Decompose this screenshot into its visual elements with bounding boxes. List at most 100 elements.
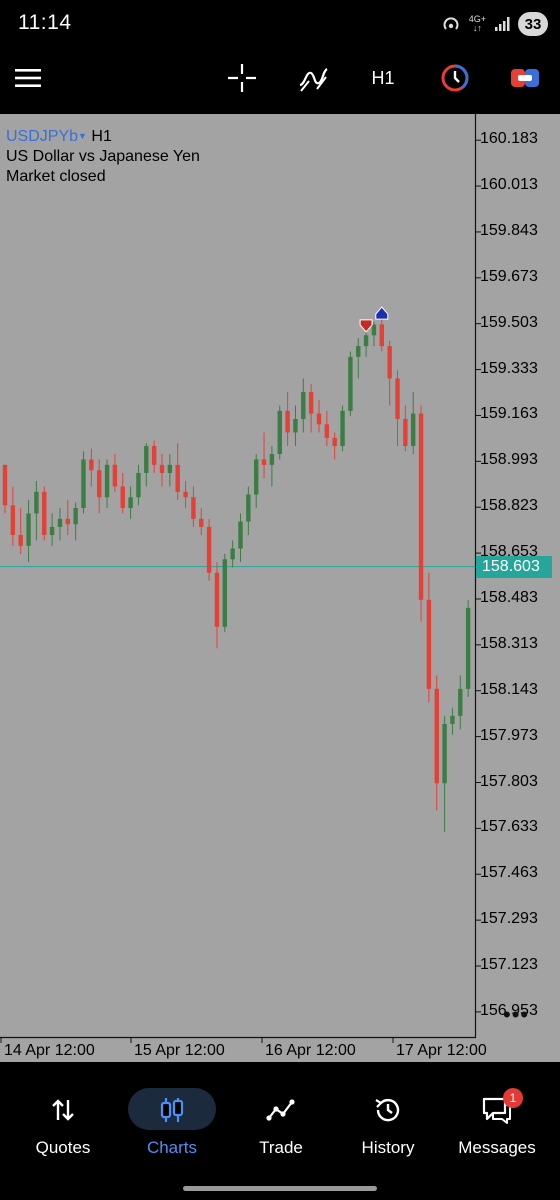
price-label: 159.843 (480, 221, 538, 239)
trade-markers-layer (359, 306, 389, 333)
candle-bull (293, 418, 298, 433)
chart-canvas[interactable] (0, 114, 560, 1062)
candle-bull (49, 526, 55, 536)
price-chart[interactable]: USDJPYb▼ H1 US Dollar vs Japanese Yen Ma… (0, 114, 560, 1062)
candle-bear (10, 505, 16, 536)
candle-bear (65, 518, 70, 525)
candle-bear (199, 518, 204, 527)
time-label: 15 Apr 12:00 (134, 1042, 225, 1059)
candle (301, 378, 306, 433)
candle (403, 405, 408, 452)
candle (434, 675, 439, 811)
candle-bear (418, 413, 424, 600)
more-options-icon[interactable]: ••• (503, 1002, 530, 1027)
candle-bear (316, 413, 322, 425)
candle (356, 338, 361, 379)
candle-bear (120, 486, 125, 509)
timeframe-label: H1 (371, 67, 395, 88)
candle-bear (2, 464, 8, 506)
candle-bear (175, 464, 180, 492)
candle (379, 319, 384, 352)
nav-history[interactable]: History (332, 1062, 444, 1172)
candle (340, 405, 345, 452)
candle (261, 432, 267, 479)
candle (465, 599, 471, 697)
data-arrows-icon: ↓↑ (472, 23, 482, 33)
candle (222, 553, 227, 633)
clock-icon (441, 64, 469, 92)
candle-bull (238, 521, 243, 549)
price-label: 157.463 (480, 864, 538, 882)
candle-bull (269, 454, 275, 465)
candle (348, 351, 353, 417)
candle (332, 432, 337, 460)
clock-button[interactable] (436, 58, 474, 98)
candle (308, 383, 314, 433)
menu-icon (15, 69, 41, 87)
chart-toolbar: H1 (0, 48, 560, 114)
candle-bull (104, 464, 110, 498)
nav-quotes[interactable]: Quotes (7, 1062, 119, 1172)
candle (104, 459, 110, 509)
candle (387, 340, 392, 406)
candle-bull (144, 445, 149, 473)
candle-bear (387, 346, 392, 379)
candle (293, 405, 298, 446)
symbol-dropdown-icon[interactable]: ▼ (78, 131, 87, 141)
candle-bull (442, 723, 447, 784)
candle-bull (34, 491, 39, 514)
menu-button[interactable] (10, 58, 46, 98)
candle-bear (426, 599, 432, 689)
candle-bear (206, 526, 212, 573)
candle-bear (112, 464, 118, 487)
candle-bull (458, 688, 463, 716)
candle-bear (89, 459, 94, 471)
bottom-navigation: Quotes Charts Trade (0, 1062, 560, 1200)
time-label: 16 Apr 12:00 (265, 1042, 356, 1059)
candle (89, 448, 94, 487)
candle (136, 464, 141, 506)
price-label: 158.653 (480, 543, 538, 561)
candle-bear (395, 378, 400, 419)
symbol-description: US Dollar vs Japanese Yen (6, 148, 200, 165)
candle (426, 572, 432, 703)
indicators-icon (299, 68, 328, 92)
candle (34, 481, 39, 541)
candle (42, 486, 47, 541)
candle (371, 321, 377, 347)
trade-button[interactable] (506, 58, 544, 98)
nav-trade[interactable]: Trade (225, 1062, 337, 1172)
symbol-name[interactable]: USDJPYb (6, 128, 79, 145)
status-bar: 11:14 4G+ ↓↑ 33 (0, 0, 560, 48)
candle-bull (356, 346, 361, 357)
candle-bear (97, 470, 102, 498)
candle-bear (261, 459, 267, 465)
nav-messages[interactable]: 1 Messages (441, 1062, 553, 1172)
candle (159, 454, 165, 487)
candle-bull (450, 715, 455, 724)
price-label: 160.013 (480, 176, 538, 194)
indicators-button[interactable] (293, 58, 333, 98)
price-label: 160.183 (480, 130, 538, 148)
candle (277, 405, 282, 460)
history-icon (375, 1098, 400, 1122)
candle (73, 502, 78, 541)
candle (285, 391, 290, 446)
timeframe-button[interactable]: H1 (362, 58, 404, 98)
candle-bull (465, 607, 471, 689)
candle-bull (340, 410, 345, 446)
candle-bear (18, 535, 23, 546)
current-price-label: 158.603 (476, 556, 552, 578)
candle (411, 391, 416, 455)
candle (269, 445, 275, 487)
price-label: 157.973 (480, 726, 538, 744)
candle (458, 675, 463, 730)
nav-charts[interactable]: Charts (116, 1062, 228, 1172)
candle (395, 370, 400, 446)
crosshair-button[interactable] (222, 58, 262, 98)
battery-indicator: 33 (518, 12, 548, 36)
price-label: 159.163 (480, 405, 538, 423)
candle (26, 499, 31, 563)
nav-trade-label: Trade (259, 1138, 303, 1157)
candle-bull (277, 410, 282, 455)
